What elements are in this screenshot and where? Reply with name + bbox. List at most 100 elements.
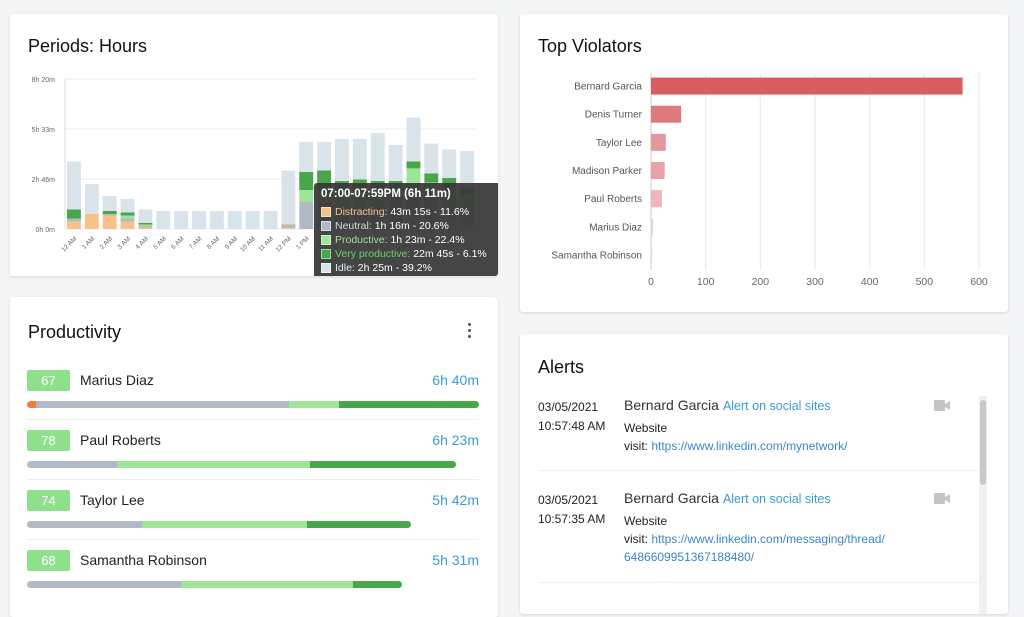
bar-segment	[120, 221, 135, 229]
alert-type-link[interactable]: Alert on social sites	[722, 399, 831, 413]
alert-detail-line: Website	[624, 514, 668, 528]
bar-segment	[192, 211, 206, 229]
alert-time: 10:57:48 AM	[538, 419, 606, 433]
alert-url-link[interactable]: https://www.linkedin.com/mynetwork/	[651, 439, 848, 453]
productivity-bar-segment	[180, 581, 354, 588]
violator-bar	[651, 105, 682, 123]
tooltip-value: 22m 45s - 6.1%	[413, 247, 487, 260]
productivity-row[interactable]: 67 Marius Diaz 6h 40m	[27, 370, 479, 418]
y-tick-label: 8h 20m	[32, 77, 56, 84]
x-tick-label: 300	[806, 276, 824, 288]
x-tick-label: 2 AM	[99, 235, 114, 250]
x-tick-label: 1 PM	[295, 235, 311, 251]
tooltip-row-very-productive: Very productive: 22m 45s - 6.1%	[321, 247, 487, 260]
productivity-bar-segment	[310, 461, 457, 468]
bar-segment	[102, 211, 117, 214]
bar-segment	[281, 227, 296, 229]
productivity-row[interactable]: 68 Samantha Robinson 5h 31m	[27, 550, 479, 598]
tooltip-row-neutral: Neutral: 1h 16m - 20.6%	[321, 219, 449, 232]
employee-name: Paul Roberts	[80, 432, 161, 448]
bar-segment	[120, 199, 135, 213]
alerts-scroll-thumb[interactable]	[980, 400, 986, 485]
alert-date: 03/05/2021	[538, 400, 599, 414]
violator-name-label: Marius Diaz	[589, 222, 642, 233]
employee-name: Marius Diaz	[80, 372, 154, 388]
bar-segment	[442, 178, 457, 187]
violator-name-label: Samantha Robinson	[551, 250, 642, 261]
bar-segment	[84, 184, 99, 214]
violator-bar	[651, 246, 653, 264]
periods-hours-card: Periods: Hours 0h 0m 2h 46m 5h 33m 8h 20m 12…	[10, 14, 498, 276]
violator-bar	[651, 218, 654, 236]
bar-segment	[424, 143, 439, 174]
bar-segment	[84, 214, 99, 229]
productivity-title: Productivity	[28, 322, 122, 342]
productivity-score-badge: 78	[27, 430, 70, 451]
bar-segment	[352, 139, 367, 180]
productivity-row[interactable]: 78 Paul Roberts 6h 23m	[27, 430, 479, 478]
bar-segment	[388, 145, 403, 181]
alert-visit-label: visit:	[624, 532, 652, 546]
x-tick-label: 400	[861, 276, 879, 288]
productivity-bar-segment	[27, 461, 118, 468]
productivity-bar-segment	[27, 401, 37, 408]
bar-segment	[102, 214, 117, 216]
tooltip-row-productive: Productive: 1h 23m - 22.4%	[321, 233, 465, 246]
alert-visit-label: visit:	[624, 439, 652, 453]
x-tick-label: 4 AM	[134, 235, 149, 250]
bar-segment	[299, 172, 314, 190]
bar-segment	[120, 218, 135, 222]
x-tick-label: 11 AM	[257, 235, 275, 253]
x-tick-label: 8 AM	[206, 235, 221, 250]
employee-name: Taylor Lee	[80, 492, 145, 508]
productivity-score-badge: 68	[27, 550, 70, 571]
x-tick-label: 1 AM	[81, 235, 96, 250]
alert-date: 03/05/2021	[538, 493, 599, 507]
alert-user: Bernard Garcia Alert on social sites	[624, 490, 831, 506]
y-tick-label: 5h 33m	[32, 127, 56, 134]
more-options-icon[interactable]	[466, 323, 472, 341]
bar-segment	[66, 209, 81, 219]
bar-segment	[102, 196, 117, 211]
tooltip-swatch	[321, 220, 331, 231]
tooltip-row-distracting: Distracting: 43m 15s - 11.6%	[321, 205, 469, 218]
x-tick-label: 12 AM	[60, 235, 78, 253]
periods-title: Periods: Hours	[28, 36, 148, 56]
alert-divider	[538, 582, 978, 583]
tooltip-title: 07:00-07:59PM (6h 11m)	[321, 188, 451, 200]
violators-chart: 0 100 200 300 400 500 600 Bernard Garcia Denis T…	[551, 73, 988, 288]
bar-segment	[138, 227, 153, 229]
alert-detail: Website visit: https://www.linkedin.com/…	[624, 419, 934, 455]
bar-segment	[460, 151, 475, 189]
bar-segment	[120, 215, 135, 219]
productivity-card: Productivity 67 Marius Diaz 6h 40m 78 Pa…	[10, 297, 498, 617]
x-tick-label: 0	[648, 276, 654, 288]
tooltip-row-idle: Idle: 2h 25m - 39.2%	[321, 261, 432, 274]
alerts-card: Alerts 03/05/2021 10:57:48 AM Bernard Ga…	[520, 334, 1008, 614]
bar-segment	[138, 223, 153, 225]
productivity-score-badge: 67	[27, 370, 70, 391]
video-camera-icon[interactable]	[934, 493, 950, 504]
productivity-bar-segment	[353, 581, 403, 588]
x-tick-label: 12 PM	[275, 235, 293, 253]
alert-user: Bernard Garcia Alert on social sites	[624, 397, 831, 413]
productivity-score-badge: 74	[27, 490, 70, 511]
violators-title: Top Violators	[538, 36, 642, 56]
bar-segment	[156, 211, 171, 229]
row-divider	[27, 479, 479, 480]
bar-segment	[174, 211, 189, 229]
alert-divider	[538, 470, 978, 471]
violator-name-label: Paul Roberts	[584, 194, 642, 205]
bar-segment	[138, 209, 153, 223]
bar-segment	[335, 139, 349, 181]
video-camera-icon[interactable]	[934, 400, 950, 411]
violator-bar	[651, 190, 662, 208]
alerts-scrollbar[interactable]	[979, 396, 987, 614]
productivity-bar-segment	[27, 581, 181, 588]
bar-segment	[281, 170, 296, 225]
tooltip-label: Productive:	[335, 233, 388, 246]
alert-type-link[interactable]: Alert on social sites	[722, 492, 831, 506]
bar-segment	[442, 149, 457, 178]
productivity-row[interactable]: 74 Taylor Lee 5h 42m	[27, 490, 479, 538]
alert-url-link[interactable]: https://www.linkedin.com/messaging/threa…	[624, 532, 885, 564]
